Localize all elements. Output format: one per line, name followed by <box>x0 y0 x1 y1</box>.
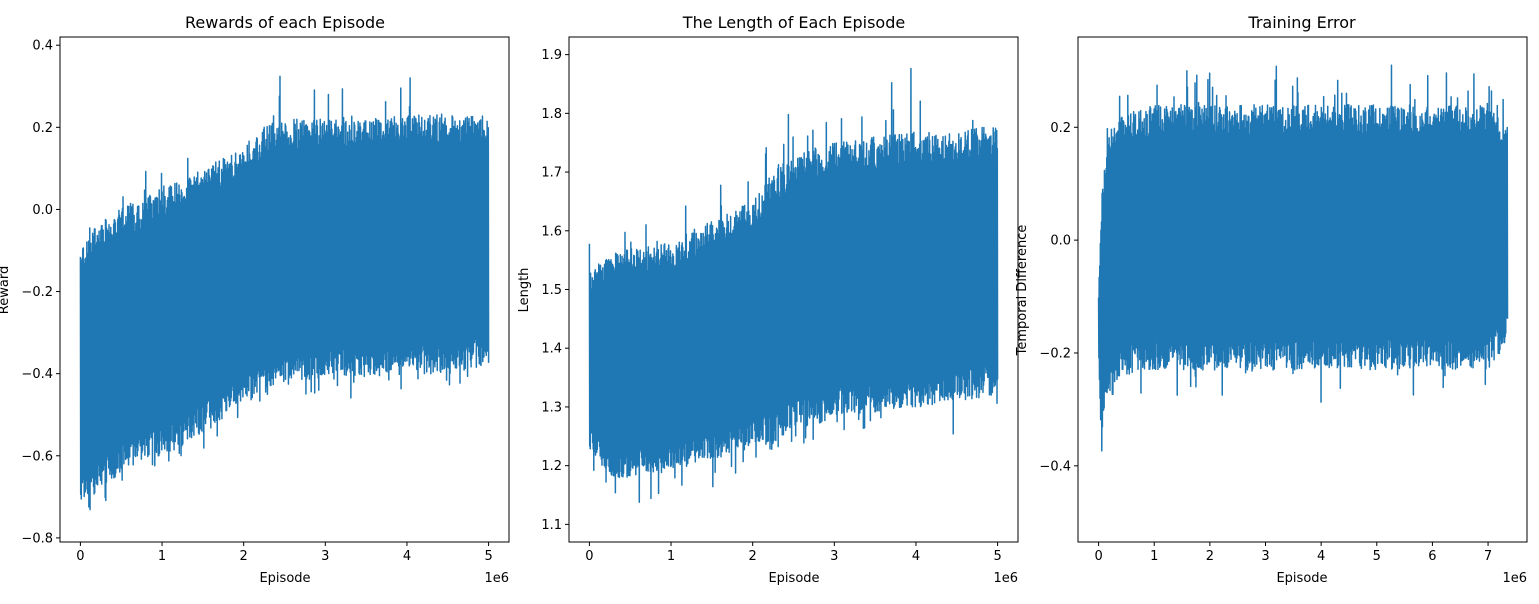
y-tick-label: −0.4 <box>21 367 53 382</box>
y-tick-label: 1.4 <box>541 342 562 357</box>
y-axis: −0.4 −0.2 0.0 0.2 <box>1039 121 1078 474</box>
y-axis: 1.1 1.2 1.3 1.4 1.5 1.6 1.7 1.8 1.9 <box>541 48 569 533</box>
y-axis-label: Length <box>517 268 532 313</box>
y-axis-label: Reward <box>0 266 12 314</box>
x-tick-label: 2 <box>749 549 757 564</box>
x-axis-offset-label: 1e6 <box>484 571 509 586</box>
axes-frame <box>59 36 510 543</box>
y-tick-label: −0.2 <box>1039 346 1071 361</box>
x-tick-label: 1 <box>667 549 675 564</box>
y-tick-label: 1.1 <box>541 518 562 533</box>
y-tick-label: −0.2 <box>21 285 53 300</box>
x-tick-label: 1 <box>1150 549 1158 564</box>
x-axis: 0 1 2 3 4 5 <box>76 542 493 564</box>
plot-area <box>588 67 999 504</box>
x-tick-label: 5 <box>1373 549 1381 564</box>
y-tick-label: 1.6 <box>541 224 562 239</box>
y-tick-label: 0.0 <box>1050 234 1071 249</box>
x-tick-label: 7 <box>1484 549 1492 564</box>
x-tick-label: 3 <box>1261 549 1269 564</box>
y-tick-label: 1.8 <box>541 107 562 122</box>
y-axis-label: Temporal Difference <box>1015 225 1030 357</box>
y-axis: −0.8 −0.6 −0.4 −0.2 0.0 0.2 0.4 <box>21 39 60 546</box>
x-tick-label: 2 <box>1206 549 1214 564</box>
plot-area <box>79 75 490 511</box>
x-tick-label: 6 <box>1428 549 1436 564</box>
y-tick-label: 0.2 <box>1050 121 1071 136</box>
x-axis-label: Episode <box>768 571 819 586</box>
y-tick-label: −0.8 <box>21 531 53 546</box>
series-line <box>588 67 999 504</box>
y-tick-label: −0.6 <box>21 449 53 464</box>
chart-title: The Length of Each Episode <box>682 13 905 32</box>
x-axis-label: Episode <box>259 571 310 586</box>
x-tick-label: 1 <box>158 549 166 564</box>
y-tick-label: 1.7 <box>541 166 562 181</box>
plot-area <box>1097 64 1509 452</box>
chart-title: Training Error <box>1247 13 1356 32</box>
x-tick-label: 0 <box>76 549 84 564</box>
x-tick-label: 5 <box>993 549 1001 564</box>
x-tick-label: 4 <box>1317 549 1325 564</box>
y-tick-label: 1.2 <box>541 459 562 474</box>
series-line <box>79 75 490 511</box>
chart-title: Rewards of each Episode <box>185 13 385 32</box>
x-tick-label: 2 <box>240 549 248 564</box>
x-tick-label: 4 <box>912 549 920 564</box>
x-axis-label: Episode <box>1276 571 1327 586</box>
training-error-chart: Training Error 0 1 2 3 4 5 6 7 −0.4 −0.2 0.0 0.2 E… <box>1015 13 1528 586</box>
x-axis: 0 1 2 3 4 5 <box>585 542 1002 564</box>
y-tick-label: 0.0 <box>32 203 53 218</box>
y-tick-label: 0.4 <box>32 39 53 54</box>
y-tick-label: 0.2 <box>32 121 53 136</box>
axes-frame <box>1077 36 1528 543</box>
x-tick-label: 4 <box>403 549 411 564</box>
x-axis-offset-label: 1e6 <box>993 571 1018 586</box>
y-tick-label: 1.3 <box>541 400 562 415</box>
x-tick-label: 3 <box>830 549 838 564</box>
x-tick-label: 0 <box>585 549 593 564</box>
series-line <box>1097 64 1509 452</box>
y-tick-label: 1.5 <box>541 283 562 298</box>
y-tick-label: −0.4 <box>1039 459 1071 474</box>
x-tick-label: 3 <box>321 549 329 564</box>
x-axis: 0 1 2 3 4 5 6 7 <box>1094 542 1492 564</box>
x-tick-label: 0 <box>1094 549 1102 564</box>
episode-length-chart: The Length of Each Episode 0 1 2 3 4 5 1.1 1.2… <box>517 13 1019 586</box>
x-tick-label: 5 <box>484 549 492 564</box>
y-tick-label: 1.9 <box>541 48 562 63</box>
x-axis-offset-label: 1e6 <box>1502 571 1527 586</box>
